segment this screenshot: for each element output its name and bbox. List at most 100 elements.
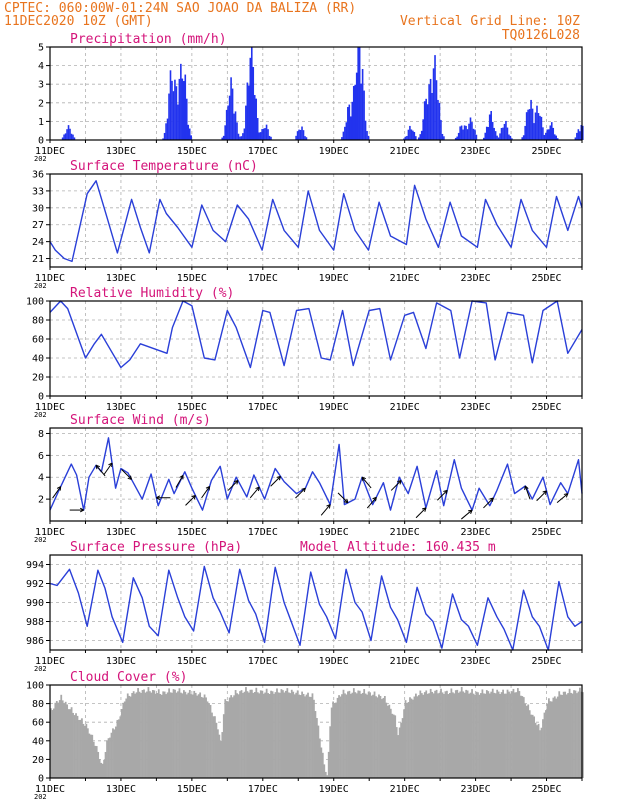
cloud-bar	[284, 690, 287, 778]
cloud-bar	[264, 692, 267, 778]
wind-arrow-head	[470, 509, 473, 514]
cloud-bar	[134, 693, 137, 778]
cloud-bar	[327, 751, 330, 778]
cloud-bar	[478, 694, 481, 778]
y-tick-label: 0	[38, 136, 44, 147]
precip-bar	[187, 124, 190, 140]
precip-bar	[580, 125, 583, 140]
x-tick-label: 13DEC	[106, 784, 136, 795]
precip-bar	[533, 123, 535, 140]
precip-bar	[422, 119, 424, 140]
cloud-bar	[296, 690, 299, 778]
y-tick-label: 21	[32, 254, 44, 265]
cloud-bar	[333, 702, 336, 778]
cloud-bar	[352, 688, 355, 778]
cloud-bar	[193, 690, 196, 778]
cloud-bar	[299, 695, 302, 778]
wind-arrow	[201, 486, 211, 499]
cloud-bar	[388, 704, 391, 778]
cloud-bar	[559, 694, 562, 778]
precip-bar	[574, 137, 577, 140]
cloud-bar	[525, 705, 528, 778]
precip-bar	[240, 136, 243, 140]
precip-bar	[174, 79, 176, 140]
cloud-bar	[55, 700, 58, 778]
precip-bar	[437, 99, 439, 140]
y-tick-label: 33	[32, 186, 44, 197]
wind-arrow-head	[468, 509, 473, 512]
y-tick-label: 994	[26, 560, 44, 571]
precip-bar	[231, 88, 234, 140]
precip-bar	[550, 122, 553, 140]
cloud-bar	[545, 710, 547, 778]
wind-arrow	[95, 464, 106, 477]
precip-bar	[177, 104, 179, 140]
cloud-bar	[485, 690, 488, 778]
cloud-bar	[237, 694, 240, 778]
cloud-bar	[282, 690, 284, 778]
precip-bar	[73, 137, 76, 140]
cloud-bar	[185, 694, 188, 778]
cloud-bar	[122, 702, 125, 778]
wind-arrow	[121, 469, 132, 480]
cloud-bar	[360, 693, 363, 778]
precip-bar	[180, 63, 182, 140]
wind-arrow	[390, 480, 402, 491]
humidity-series-line	[49, 300, 583, 369]
y-tick-label: 0	[38, 392, 44, 403]
y-tick-label: 6	[38, 451, 44, 462]
cloud-bar	[417, 695, 420, 778]
precip-bar	[239, 136, 241, 140]
cloud-bar	[293, 694, 296, 778]
precip-bar	[419, 134, 422, 140]
precip-bar	[166, 118, 169, 140]
precip-bar	[502, 127, 504, 140]
cloud-bar	[97, 751, 100, 778]
wind-arrow	[556, 493, 569, 504]
cloud-bar	[159, 693, 162, 778]
precip-bar	[255, 98, 258, 140]
cloud-bar	[406, 702, 408, 778]
cloud-bar	[141, 690, 144, 778]
precip-bar	[70, 133, 73, 140]
precip-bar	[354, 84, 357, 140]
cloud-bar	[419, 690, 422, 778]
temperature-panel: 21 24 27 30 33 36 11DEC 13DEC 15DEC 17DEC 19DEC 21D…	[32, 159, 583, 290]
cloud-bar	[509, 693, 512, 778]
x-tick-label: 23DEC	[461, 656, 491, 667]
y-tick-label: 36	[32, 170, 44, 181]
y-tick-label: 986	[26, 636, 44, 647]
cloud-bar	[475, 691, 478, 778]
precip-bar	[169, 70, 172, 140]
precip-bar	[524, 125, 526, 140]
cloud-bar	[169, 692, 172, 778]
cloud-bar	[64, 701, 67, 778]
wind-title: Surface Wind (m/s)	[70, 413, 211, 428]
cloud-bar	[383, 696, 386, 778]
x-tick-label: 15DEC	[177, 784, 207, 795]
wind-arrow-head	[95, 465, 98, 470]
cloud-bar	[233, 695, 236, 778]
cloud-bar	[214, 716, 216, 778]
cloud-bar	[271, 691, 274, 778]
wind-arrow-head	[301, 487, 306, 490]
precip-bar	[360, 83, 362, 140]
cloud-bar	[345, 694, 348, 778]
cloud-bar	[565, 694, 568, 778]
cloud-bar	[354, 692, 357, 778]
precip-bar	[465, 125, 467, 140]
cloud-bar	[349, 693, 352, 778]
cloud-bar	[199, 692, 202, 778]
cloud-bar	[481, 689, 484, 778]
precip-bar	[262, 128, 265, 140]
x-tick-label: 11DEC	[35, 146, 65, 157]
cloud-bar	[92, 741, 95, 778]
x-tick-label: 15DEC	[177, 527, 207, 538]
cloud-bar	[197, 694, 200, 778]
cloud-bar	[175, 692, 178, 778]
x-tick-label: 13DEC	[106, 402, 136, 413]
cloud-bar	[398, 727, 401, 778]
cloud-bar	[172, 689, 175, 778]
x-tick-label: 13DEC	[106, 656, 136, 667]
y-tick-label: 2	[38, 495, 44, 506]
